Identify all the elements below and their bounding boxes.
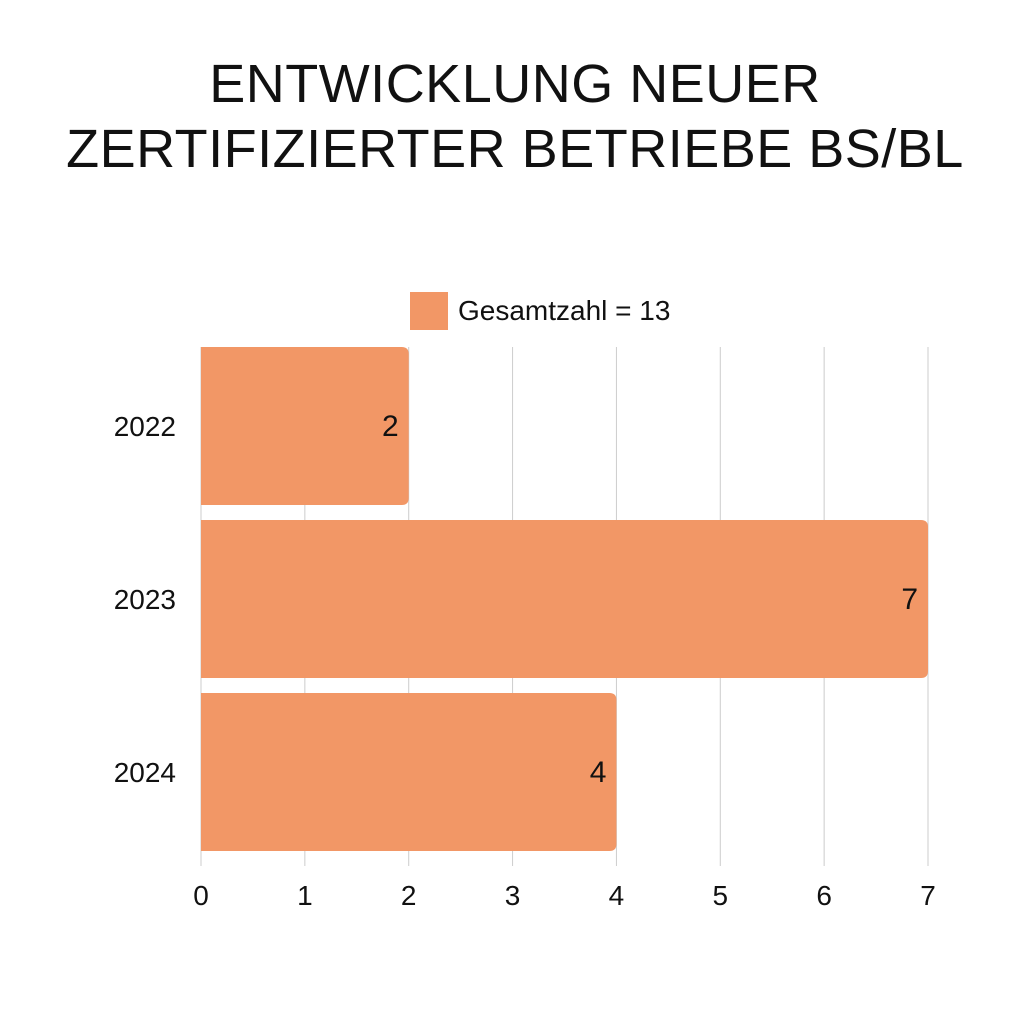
category-label: 2022: [114, 411, 176, 442]
x-tick-label: 4: [609, 880, 625, 911]
bar: [201, 520, 928, 678]
legend-label: Gesamtzahl = 13: [458, 295, 671, 326]
chart-title-line-1: ENTWICKLUNG NEUER: [209, 54, 821, 114]
category-label: 2023: [114, 584, 176, 615]
x-tick-label: 7: [920, 880, 936, 911]
data-label: 7: [901, 583, 918, 616]
x-tick-label: 0: [193, 880, 209, 911]
x-tick-label: 3: [505, 880, 521, 911]
chart-title: ENTWICKLUNG NEUER ZERTIFIZIERTER BETRIEB…: [0, 52, 1030, 182]
chart-title-line-2: ZERTIFIZIERTER BETRIEBE BS/BL: [66, 119, 964, 179]
x-tick-label: 6: [816, 880, 832, 911]
chart-legend: Gesamtzahl = 13: [410, 292, 670, 330]
bar: [201, 693, 617, 851]
legend-swatch: [410, 292, 448, 330]
x-tick-label: 5: [712, 880, 728, 911]
x-tick-label: 1: [297, 880, 313, 911]
category-label: 2024: [114, 757, 176, 788]
data-label: 4: [590, 756, 607, 789]
data-label: 2: [382, 410, 399, 443]
bar: [201, 347, 409, 505]
x-tick-label: 2: [401, 880, 417, 911]
